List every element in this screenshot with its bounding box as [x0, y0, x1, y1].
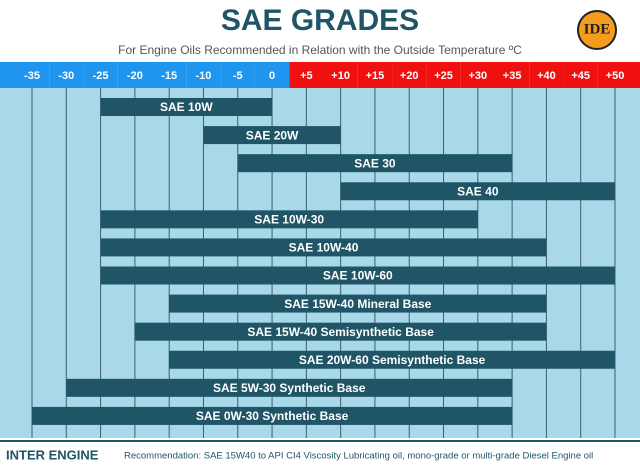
bar: [32, 406, 513, 425]
tick-cell: [597, 62, 640, 88]
bar-label: SAE 15W-40 Mineral Base: [284, 297, 431, 311]
bar: [169, 350, 616, 369]
x-tick-label: +10: [331, 70, 350, 82]
x-tick-label: +25: [434, 70, 453, 82]
chart-title: SAE GRADES: [221, 4, 419, 37]
tick-cell: [392, 62, 427, 88]
tick-cell: [289, 62, 324, 88]
x-tick-label: +30: [468, 70, 487, 82]
bar: [100, 238, 547, 257]
logo-circle: [577, 10, 617, 50]
bar: [134, 322, 547, 341]
x-tick-label: -35: [24, 70, 40, 82]
bar: [237, 154, 513, 173]
bar-label: SAE 10W-30: [254, 213, 324, 227]
bar: [100, 210, 478, 229]
x-tick-label: -15: [161, 70, 177, 82]
x-tick-label: -10: [196, 70, 212, 82]
bar-label: SAE 0W-30 Synthetic Base: [196, 409, 349, 423]
tick-cell: [323, 62, 358, 88]
tick-cell: [49, 62, 84, 88]
bar: [340, 182, 615, 201]
logo-text: IDE: [584, 21, 611, 37]
tick-cell: [220, 62, 255, 88]
footer-note: Recommendation: SAE 15W40 to API CI4 Vis…: [124, 451, 593, 462]
x-tick-label: +15: [366, 70, 385, 82]
tick-cell: [254, 62, 290, 88]
tick-cell: [529, 62, 564, 88]
bar-label: SAE 20W-60 Semisynthetic Base: [299, 353, 486, 367]
tick-cell: [426, 62, 461, 88]
x-tick-label: 0: [269, 70, 275, 82]
x-tick-label: +20: [400, 70, 419, 82]
tick-cell: [117, 62, 153, 88]
x-tick-label: +45: [571, 70, 590, 82]
tick-cell: [357, 62, 393, 88]
bar-label: SAE 5W-30 Synthetic Base: [213, 381, 366, 395]
tick-cell: [152, 62, 187, 88]
chart-subtitle: For Engine Oils Recommended in Relation …: [118, 43, 522, 57]
tick-cell: [83, 62, 118, 88]
bar: [203, 126, 341, 145]
bar-label: SAE 40: [457, 184, 499, 198]
x-tick-label: +35: [503, 70, 522, 82]
bar: [169, 294, 547, 313]
bar: [100, 266, 615, 285]
bar-label: SAE 20W: [246, 128, 299, 142]
bar-label: SAE 15W-40 Semisynthetic Base: [247, 325, 434, 339]
x-tick-label: +40: [537, 70, 556, 82]
bar-label: SAE 10W-40: [289, 241, 359, 255]
bar: [66, 378, 513, 397]
tick-cell: [460, 62, 495, 88]
tick-cell: [494, 62, 530, 88]
tick-cell: [0, 62, 50, 88]
tick-cell: [563, 62, 598, 88]
x-tick-label: +5: [300, 70, 313, 82]
bar-label: SAE 10W-60: [323, 269, 393, 283]
x-tick-label: -25: [93, 70, 109, 82]
brand: INTER ENGINE: [6, 447, 99, 462]
x-tick-label: +50: [606, 70, 625, 82]
x-tick-label: -30: [58, 70, 74, 82]
x-tick-label: -5: [233, 70, 243, 82]
bar-label: SAE 10W: [160, 100, 213, 114]
tick-cell: [186, 62, 221, 88]
bar: [100, 98, 273, 116]
bar-label: SAE 30: [354, 156, 396, 170]
x-tick-label: -20: [127, 70, 143, 82]
